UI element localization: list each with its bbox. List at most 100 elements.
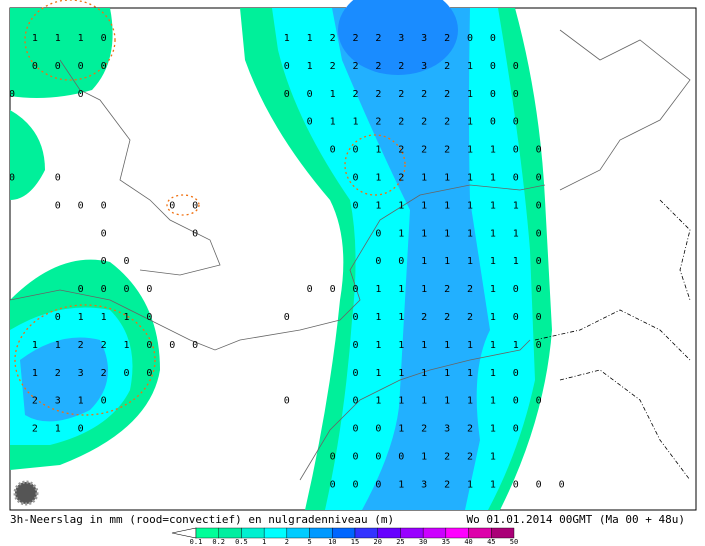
grid-value: 0 [352, 284, 358, 295]
legend-label: 45 [487, 538, 495, 546]
grid-value: 1 [490, 228, 496, 239]
grid-value: 0 [536, 256, 542, 267]
grid-value: 1 [375, 284, 381, 295]
grid-value: 1 [467, 228, 473, 239]
grid-value: 2 [78, 340, 84, 351]
grid-value: 2 [32, 396, 38, 407]
grid-value: 0 [490, 33, 496, 44]
grid-value: 3 [421, 479, 427, 490]
grid-value: 1 [375, 368, 381, 379]
grid-value: 0 [536, 200, 542, 211]
grid-value: 1 [467, 117, 473, 128]
legend-arrow [171, 527, 197, 539]
convective-contour [14, 304, 156, 416]
grid-value: 0 [55, 312, 61, 323]
legend-label: 0.1 [190, 538, 203, 546]
grid-value: 1 [421, 396, 427, 407]
grid-value: 1 [467, 89, 473, 100]
grid-value: 1 [78, 33, 84, 44]
grid-value: 0 [352, 396, 358, 407]
grid-value: 0 [169, 340, 175, 351]
grid-value: 1 [421, 228, 427, 239]
legend-label: 50 [510, 538, 518, 546]
legend-label: 35 [442, 538, 450, 546]
grid-value: 1 [330, 117, 336, 128]
grid-value: 1 [467, 145, 473, 156]
grid-value: 2 [444, 33, 450, 44]
grid-value: 1 [55, 424, 61, 435]
grid-value: 0 [307, 89, 313, 100]
grid-value: 0 [192, 340, 198, 351]
grid-value: 2 [398, 61, 404, 72]
grid-value: 0 [513, 312, 519, 323]
grid-value: 1 [375, 312, 381, 323]
grid-value: 0 [536, 479, 542, 490]
legend-swatch [377, 527, 401, 539]
grid-value: 0 [536, 312, 542, 323]
grid-value: 0 [352, 479, 358, 490]
grid-value: 1 [398, 340, 404, 351]
grid-value: 0 [330, 145, 336, 156]
grid-value: 1 [444, 228, 450, 239]
grid-value: 0 [78, 424, 84, 435]
grid-value: 0 [513, 479, 519, 490]
grid-value: 0 [55, 173, 61, 184]
grid-value: 1 [467, 173, 473, 184]
grid-value: 2 [444, 479, 450, 490]
grid-value: 0 [192, 228, 198, 239]
grid-value: 1 [490, 479, 496, 490]
grid-value: 2 [467, 312, 473, 323]
grid-value: 0 [101, 284, 107, 295]
grid-value: 1 [513, 228, 519, 239]
grid-value: 0 [375, 424, 381, 435]
grid-value: 0 [146, 312, 152, 323]
grid-value: 0 [55, 61, 61, 72]
grid-value: 1 [467, 368, 473, 379]
grid-value: 1 [490, 340, 496, 351]
grid-value: 1 [421, 452, 427, 463]
grid-value: 0 [352, 173, 358, 184]
grid-value: 1 [444, 368, 450, 379]
grid-value: 0 [536, 228, 542, 239]
legend-label: 5 [307, 538, 311, 546]
grid-value: 1 [375, 340, 381, 351]
grid-value: 0 [284, 312, 290, 323]
grid-value: 1 [32, 340, 38, 351]
grid-value: 2 [421, 145, 427, 156]
grid-value: 1 [78, 396, 84, 407]
grid-value: 1 [123, 340, 129, 351]
grid-value: 1 [352, 117, 358, 128]
grid-value: 0 [352, 200, 358, 211]
precip-area [20, 337, 108, 422]
legend-swatch [468, 527, 492, 539]
grid-value: 2 [55, 368, 61, 379]
caption: 3h-Neerslag in mm (rood=convectief) en n… [10, 513, 394, 526]
legend-swatch [422, 527, 447, 539]
legend-swatch [400, 527, 424, 539]
grid-value: 0 [352, 452, 358, 463]
grid-value: 0 [78, 200, 84, 211]
grid-value: 0 [513, 117, 519, 128]
grid-value: 0 [352, 145, 358, 156]
legend-label: 0.2 [212, 538, 225, 546]
legend-label: 15 [351, 538, 359, 546]
grid-value: 1 [307, 33, 313, 44]
grid-value: 1 [513, 340, 519, 351]
isoline [534, 309, 691, 481]
grid-value: 0 [101, 256, 107, 267]
grid-value: 2 [375, 61, 381, 72]
convective-contour [24, 0, 116, 81]
grid-value: 3 [421, 61, 427, 72]
grid-value: 0 [559, 479, 565, 490]
grid-value: 0 [78, 89, 84, 100]
legend-swatch [195, 527, 219, 539]
grid-value: 0 [536, 396, 542, 407]
grid-value: 0 [490, 117, 496, 128]
grid-value: 1 [490, 284, 496, 295]
grid-value: 1 [375, 396, 381, 407]
grid-value: 1 [375, 200, 381, 211]
grid-value: 1 [123, 312, 129, 323]
legend-label: 30 [419, 538, 427, 546]
grid-value: 0 [101, 61, 107, 72]
